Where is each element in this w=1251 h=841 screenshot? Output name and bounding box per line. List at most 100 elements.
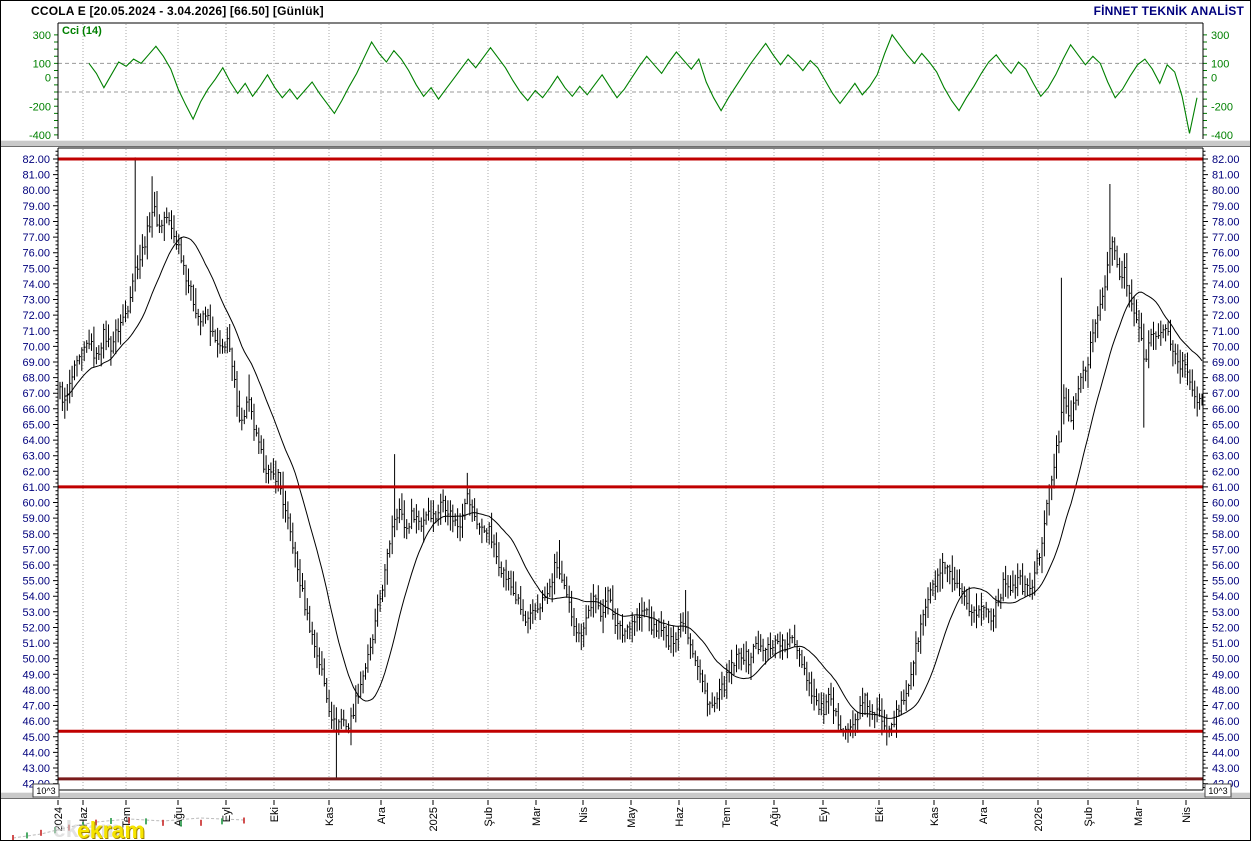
price-axis-label: 79.00 (1212, 201, 1240, 213)
price-axis-label: 64.00 (1212, 435, 1240, 447)
price-axis-label: 71.00 (22, 326, 50, 338)
month-gridlines (82, 24, 1187, 790)
close-ticks (60, 206, 1204, 733)
cci-axis-label: 100 (1211, 58, 1229, 70)
price-axis-label: 68.00 (1212, 373, 1240, 385)
cci-axis-label: 300 (1211, 30, 1229, 42)
price-axis-label: 76.00 (22, 248, 50, 260)
price-axis-label: 75.00 (22, 263, 50, 275)
time-axis-label: Mar (1133, 807, 1145, 826)
panel-splitter-top (1, 140, 1250, 147)
price-axis-label: 47.00 (1212, 701, 1240, 713)
price-axis-label: 57.00 (22, 544, 50, 556)
cci-axis-label: -400 (1211, 130, 1233, 142)
price-axis-label: 55.00 (1212, 576, 1240, 588)
price-axis-label: 71.00 (1212, 326, 1240, 338)
price-axis-label: 51.00 (1212, 638, 1240, 650)
price-axis-label: 52.00 (1212, 622, 1240, 634)
price-axis-label: 64.00 (22, 435, 50, 447)
horizontal-lines (58, 157, 1203, 781)
cci-axis-label: 300 (33, 30, 51, 42)
price-axis-label: 59.00 (22, 513, 50, 525)
symbol-title: CCOLA E [20.05.2024 - 3.04.2026] [66.50]… (31, 4, 324, 18)
price-axis-label: 60.00 (1212, 498, 1240, 510)
price-axis-label: 44.00 (22, 747, 50, 759)
price-axis-label: 68.00 (22, 373, 50, 385)
price-axis-label: 63.00 (22, 451, 50, 463)
price-axis-label: 45.00 (1212, 732, 1240, 744)
scale-badge-left: 10^3 (32, 783, 60, 798)
time-axis-label: Tem (721, 807, 733, 828)
price-axis-label: 80.00 (22, 185, 50, 197)
price-axis-label: 43.00 (22, 763, 50, 775)
price-axis-label: 70.00 (22, 341, 50, 353)
price-axis-label: 53.00 (22, 607, 50, 619)
price-axis-label: 46.00 (1212, 716, 1240, 728)
time-axis-label: Ara (376, 806, 388, 824)
time-axis-label: 2025 (428, 807, 440, 831)
cci-axis-label: 100 (33, 58, 51, 70)
price-axis-label: 73.00 (1212, 295, 1240, 307)
time-axis-label: Nis (578, 807, 590, 823)
price-axis-label: 66.00 (22, 404, 50, 416)
time-axis-label: Kas (929, 807, 941, 826)
watermark-sparkline (12, 817, 245, 839)
price-axis-label: 55.00 (22, 576, 50, 588)
price-axis-label: 70.00 (1212, 341, 1240, 353)
time-axis-label: Eki (874, 807, 886, 822)
price-axis-left: 82.00 81.00 80.00 79.00 78.00 77.00 76.00 75.00… (22, 150, 58, 791)
price-axis-label: 74.00 (22, 279, 50, 291)
time-axis-label: Şub (483, 807, 495, 827)
watermark-text: ekram (77, 817, 145, 840)
price-axis-label: 79.00 (22, 201, 50, 213)
time-axis-label: Haz (674, 807, 686, 827)
price-axis-label: 74.00 (1212, 279, 1240, 291)
price-axis-label: 54.00 (22, 591, 50, 603)
title-bar: CCOLA E [20.05.2024 - 3.04.2026] [66.50]… (1, 1, 1250, 21)
time-axis-label: Şub (1083, 807, 1095, 827)
cci-label: Cci (14) (62, 25, 102, 37)
price-axis-label: 53.00 (1212, 607, 1240, 619)
cci-axis-label: 0 (1211, 73, 1217, 85)
price-axis-label: 44.00 (1212, 747, 1240, 759)
price-axis-label: 51.00 (22, 638, 50, 650)
price-axis-label: 46.00 (22, 716, 50, 728)
price-axis-label: 61.00 (1212, 482, 1240, 494)
price-axis-label: 73.00 (22, 295, 50, 307)
time-axis-label: Mar (531, 807, 543, 826)
time-axis-label: 2026 (1033, 807, 1045, 831)
price-axis-label: 69.00 (1212, 357, 1240, 369)
cci-axis-label: -400 (29, 130, 51, 142)
time-axis-label: Ara (978, 806, 990, 824)
price-axis-label: 58.00 (22, 529, 50, 541)
price-axis-label: 61.00 (22, 482, 50, 494)
scale-unit-label: 10^3 (1208, 786, 1227, 796)
price-axis-right: 82.00 81.00 80.00 79.00 78.00 77.00 76.00 75.00… (1203, 150, 1240, 791)
price-axis-label: 56.00 (22, 560, 50, 572)
brand-title: FİNNET TEKNİK ANALİST (1093, 4, 1244, 18)
price-axis-label: 48.00 (1212, 685, 1240, 697)
cci-axis-right: 300 100 0 -200 -400 (1203, 30, 1233, 142)
panel-splitter-bottom (1, 792, 1250, 799)
price-axis-label: 69.00 (22, 357, 50, 369)
watermark-text-shadow: ekram (78, 818, 146, 840)
price-axis-label: 48.00 (22, 685, 50, 697)
price-axis-label: 49.00 (22, 669, 50, 681)
price-axis-label: 47.00 (22, 701, 50, 713)
price-axis-label: 65.00 (22, 419, 50, 431)
price-axis-label: 43.00 (1212, 763, 1240, 775)
time-axis-label: Nis (1181, 807, 1193, 823)
time-axis-label: Eyl (818, 807, 830, 822)
price-axis-label: 81.00 (1212, 170, 1240, 182)
price-axis-label: 66.00 (1212, 404, 1240, 416)
price-axis-label: 50.00 (22, 654, 50, 666)
panel-frame (57, 22, 1204, 791)
time-axis-label: Haz (78, 807, 90, 827)
price-axis-label: 78.00 (22, 216, 50, 228)
price-axis-label: 60.00 (22, 498, 50, 510)
price-bars (59, 157, 1204, 779)
time-axis-label: Ağu (769, 807, 781, 827)
